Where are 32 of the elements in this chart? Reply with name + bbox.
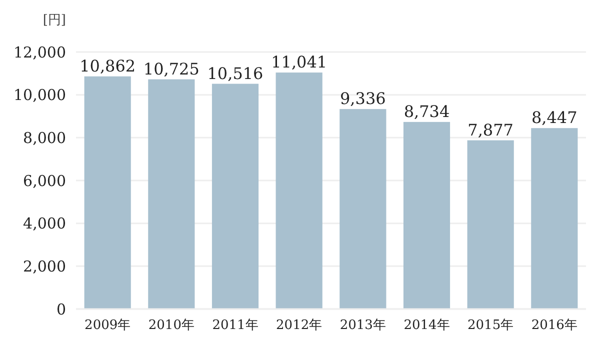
y-tick-label: 0 [56, 300, 66, 318]
x-tick-label: 2009年 [84, 318, 131, 333]
x-tick-label: 2014年 [404, 318, 450, 333]
y-tick-label: 6,000 [23, 172, 66, 190]
data-label: 7,877 [468, 120, 514, 140]
x-tick-label: 2016年 [531, 318, 578, 333]
bar [403, 122, 450, 309]
data-label: 8,447 [532, 108, 578, 128]
y-tick-label: 2,000 [23, 257, 66, 276]
y-axis-title: [円] [42, 13, 66, 28]
data-label: 9,336 [340, 89, 386, 108]
bar [467, 140, 514, 309]
bar [212, 84, 259, 309]
data-label: 10,725 [143, 59, 200, 78]
x-tick-label: 2012年 [276, 318, 322, 333]
data-label: 11,041 [271, 52, 328, 72]
x-tick-label: 2015年 [468, 318, 514, 333]
bar [531, 128, 578, 309]
x-tick-label: 2011年 [212, 318, 258, 333]
y-tick-label: 12,000 [14, 43, 66, 62]
x-tick-label: 2013年 [340, 318, 386, 333]
y-tick-label: 10,000 [14, 86, 66, 104]
x-tick-label: 2010年 [148, 318, 194, 333]
y-tick-label: 8,000 [23, 128, 66, 147]
data-label: 8,734 [404, 102, 450, 121]
bar [148, 79, 195, 309]
bar [340, 109, 386, 309]
bar [84, 76, 131, 309]
y-tick-label: 4,000 [23, 214, 66, 233]
data-label: 10,862 [80, 56, 136, 76]
bar [276, 72, 322, 309]
data-label: 10,516 [207, 64, 264, 83]
